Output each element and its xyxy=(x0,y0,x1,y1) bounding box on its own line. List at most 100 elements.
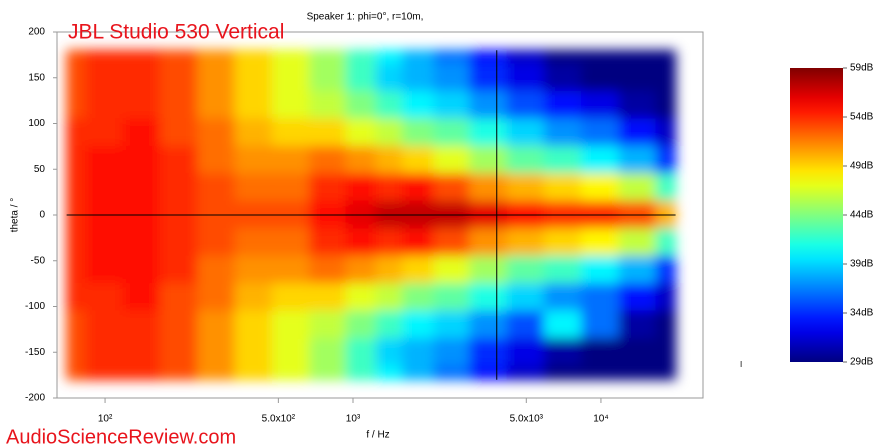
heatmap-cell xyxy=(543,255,583,285)
heatmap-cell xyxy=(85,283,124,312)
heatmap-cell xyxy=(402,49,435,65)
heatmap-cell xyxy=(506,49,545,65)
heatmap-cell xyxy=(66,90,87,120)
heatmap-cell xyxy=(469,173,508,202)
x-tick-label: 5.0x10² xyxy=(262,414,296,425)
heatmap-cell xyxy=(433,49,471,65)
heatmap-cell xyxy=(197,173,236,202)
heatmap-cell xyxy=(543,173,583,202)
heatmap-cell xyxy=(581,228,620,257)
heatmap-cell xyxy=(309,255,347,285)
heatmap-cell xyxy=(581,49,620,65)
heatmap-cell xyxy=(581,173,620,202)
heatmap-cell xyxy=(402,228,435,257)
heatmap-cell xyxy=(655,90,677,120)
heatmap-cell xyxy=(402,310,435,340)
heatmap-cell xyxy=(618,90,657,120)
heatmap-cell xyxy=(469,255,508,285)
heatmap-cell xyxy=(469,118,508,147)
heatmap-cell xyxy=(506,118,545,147)
heatmap-cell xyxy=(122,255,161,285)
heatmap-cell xyxy=(85,365,124,381)
watermark: AudioScienceReview.com xyxy=(6,426,236,448)
heatmap-cell xyxy=(618,255,657,285)
y-tick-label: -50 xyxy=(31,255,46,266)
heatmap-cell xyxy=(159,283,199,312)
heatmap-cell xyxy=(85,310,124,340)
y-axis-label: theta / ° xyxy=(10,198,21,233)
heatmap-cell xyxy=(197,90,236,120)
x-axis-label: f / Hz xyxy=(366,430,389,441)
heatmap-cell xyxy=(433,90,471,120)
heatmap-cell xyxy=(402,365,435,381)
heatmap-cell xyxy=(543,63,583,92)
heatmap-cell xyxy=(506,310,545,340)
heatmap-cell xyxy=(618,145,657,175)
heatmap-cell xyxy=(543,283,583,312)
heatmap-cell xyxy=(197,365,236,381)
heatmap-cell xyxy=(66,228,87,257)
heatmap-cell xyxy=(506,365,545,381)
heatmap-cell xyxy=(85,338,124,367)
heatmap-cell xyxy=(618,228,657,257)
heatmap-cell xyxy=(433,118,471,147)
heatmap-cell xyxy=(375,255,404,285)
heatmap-cell xyxy=(271,255,311,285)
heatmap-cell xyxy=(85,255,124,285)
heatmap-cell xyxy=(159,90,199,120)
heatmap-cell xyxy=(159,365,199,381)
heatmap-cell xyxy=(197,145,236,175)
y-tick-label: 0 xyxy=(39,210,45,221)
heatmap-cell xyxy=(309,145,347,175)
heatmap-cell xyxy=(375,145,404,175)
heatmap-cell xyxy=(66,255,87,285)
heatmap-cell xyxy=(543,228,583,257)
heatmap-cell xyxy=(345,118,377,147)
heatmap-cell xyxy=(271,49,311,65)
heatmap-cell xyxy=(469,365,508,381)
heatmap-cell xyxy=(433,63,471,92)
y-tick-label: 150 xyxy=(28,72,45,83)
heatmap-cell xyxy=(309,118,347,147)
heatmap-cell xyxy=(618,63,657,92)
heatmap-cell xyxy=(197,228,236,257)
heatmap-cell xyxy=(85,145,124,175)
heatmap-cell xyxy=(345,310,377,340)
colorbar-tick-label: 44dB xyxy=(850,210,874,221)
heatmap-cell xyxy=(159,118,199,147)
x-tick-label: 10⁴ xyxy=(593,414,608,425)
heatmap-cell xyxy=(197,310,236,340)
heatmap-cells xyxy=(66,49,677,381)
heatmap-cell xyxy=(655,49,677,65)
heatmap-cell xyxy=(618,173,657,202)
heatmap-cell xyxy=(234,283,273,312)
heatmap-cell xyxy=(122,118,161,147)
heatmap-cell xyxy=(581,90,620,120)
heatmap-cell xyxy=(345,145,377,175)
heatmap-cell xyxy=(375,118,404,147)
y-tick-label: 100 xyxy=(28,118,45,129)
heatmap-cell xyxy=(402,90,435,120)
heatmap-cell xyxy=(375,49,404,65)
heatmap-cell xyxy=(469,49,508,65)
heatmap-cell xyxy=(469,283,508,312)
heatmap-cell xyxy=(655,173,677,202)
heatmap-cell xyxy=(506,90,545,120)
subtitle: Speaker 1: phi=0°, r=10m, xyxy=(307,12,424,23)
y-tick-label: 50 xyxy=(34,164,46,175)
heatmap-cell xyxy=(375,338,404,367)
heatmap-cell xyxy=(85,118,124,147)
heatmap-cell xyxy=(469,338,508,367)
heatmap-cell xyxy=(309,283,347,312)
colorbar-tick-label: 39dB xyxy=(850,259,874,270)
heatmap-cell xyxy=(375,90,404,120)
heatmap-cell xyxy=(85,49,124,65)
heatmap-cell xyxy=(402,283,435,312)
heatmap-cell xyxy=(402,118,435,147)
colorbar-tick-label: 34dB xyxy=(850,308,874,319)
heatmap-cell xyxy=(402,145,435,175)
heatmap-cell xyxy=(122,173,161,202)
heatmap-cell xyxy=(159,145,199,175)
heatmap-cell xyxy=(271,283,311,312)
